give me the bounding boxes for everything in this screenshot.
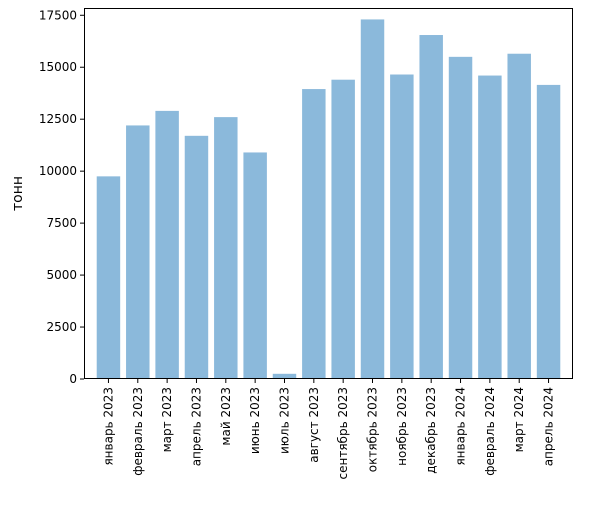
bar — [448, 56, 473, 379]
bar — [478, 75, 502, 380]
bar — [536, 84, 561, 379]
bar — [126, 125, 150, 380]
bar — [302, 89, 326, 379]
bar — [331, 79, 355, 380]
bar — [184, 135, 209, 379]
plot-frame — [84, 8, 573, 379]
x-tick-label: май 2023 — [219, 387, 233, 446]
x-tick-label: январь 2024 — [454, 387, 468, 466]
y-axis: 0 2500 5000 7500 10000 12500 15000 17500 — [39, 8, 84, 386]
bar — [390, 74, 414, 380]
x-tick-label: январь 2023 — [101, 387, 115, 466]
y-tick-label: 0 — [69, 372, 77, 386]
bar — [272, 373, 297, 379]
x-tick-label: декабрь 2023 — [424, 387, 438, 474]
x-tick-label: апрель 2024 — [542, 387, 556, 466]
y-tick-label: 5000 — [46, 268, 77, 282]
x-tick-label: октябрь 2023 — [366, 387, 380, 472]
x-tick-label: июнь 2023 — [248, 387, 262, 454]
y-axis-label: тонн — [10, 176, 26, 211]
y-tick-label: 7500 — [46, 216, 77, 230]
x-tick-label: август 2023 — [307, 387, 321, 463]
y-tick-label: 17500 — [39, 8, 77, 22]
x-tick-label: март 2023 — [160, 387, 174, 452]
bar — [243, 152, 267, 379]
x-tick-label: март 2024 — [512, 387, 526, 452]
bar — [419, 35, 443, 380]
bar — [507, 53, 531, 379]
y-tick-label: 10000 — [39, 164, 77, 178]
x-tick-label: сентябрь 2023 — [336, 387, 350, 479]
x-tick-label: июль 2023 — [277, 387, 291, 454]
y-tick-label: 15000 — [39, 60, 77, 74]
x-tick-label: апрель 2023 — [189, 387, 203, 466]
bar — [360, 19, 385, 380]
x-axis: январь 2023 февраль 2023 март 2023 апрель 2… — [101, 379, 556, 479]
bars-group — [96, 19, 561, 380]
x-tick-label: ноябрь 2023 — [395, 387, 409, 466]
bar — [96, 176, 121, 379]
y-tick-label: 12500 — [39, 112, 77, 126]
x-tick-label: февраль 2023 — [131, 387, 145, 476]
bar — [155, 110, 179, 379]
x-tick-label: февраль 2024 — [483, 387, 497, 476]
bar — [214, 117, 238, 379]
y-tick-label: 2500 — [46, 320, 77, 334]
